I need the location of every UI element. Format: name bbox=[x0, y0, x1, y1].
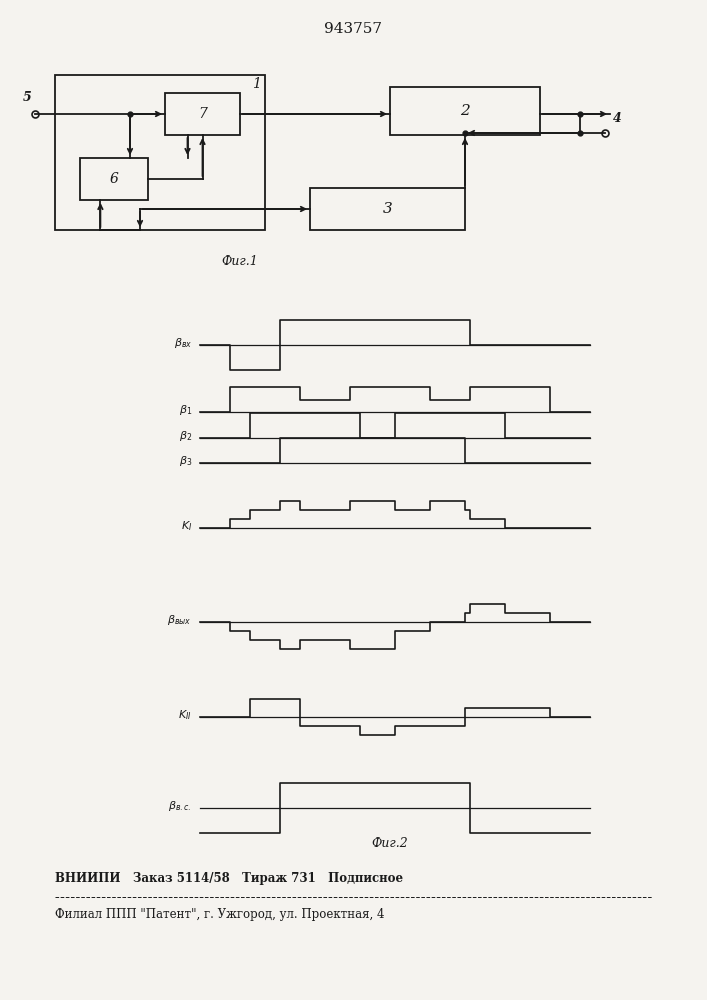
Text: 2: 2 bbox=[460, 104, 470, 118]
Text: $\beta_{в.с.}$: $\beta_{в.с.}$ bbox=[168, 799, 192, 813]
Text: $\beta_1$: $\beta_1$ bbox=[179, 403, 192, 417]
Bar bbox=[165, 93, 240, 135]
Text: 4: 4 bbox=[613, 112, 621, 125]
Text: $K_I$: $K_I$ bbox=[180, 519, 192, 533]
Text: $\beta_{вх}$: $\beta_{вх}$ bbox=[174, 336, 192, 350]
Text: 7: 7 bbox=[198, 107, 207, 121]
Text: ВНИИПИ   Заказ 5114/58   Тираж 731   Подписное: ВНИИПИ Заказ 5114/58 Тираж 731 Подписное bbox=[55, 872, 403, 885]
Text: 6: 6 bbox=[110, 172, 119, 186]
Bar bbox=[80, 158, 148, 200]
Text: $K_{II}$: $K_{II}$ bbox=[178, 708, 192, 722]
Text: $\beta_3$: $\beta_3$ bbox=[179, 454, 192, 468]
Text: 943757: 943757 bbox=[324, 22, 382, 36]
Text: 5: 5 bbox=[23, 91, 31, 104]
Text: Фиг.1: Фиг.1 bbox=[221, 255, 258, 268]
Text: 3: 3 bbox=[382, 202, 392, 216]
Text: 1: 1 bbox=[252, 77, 261, 91]
Text: $\beta_2$: $\beta_2$ bbox=[179, 429, 192, 443]
Text: Фиг.2: Фиг.2 bbox=[372, 837, 409, 850]
Bar bbox=[55, 75, 265, 230]
Bar bbox=[390, 87, 540, 135]
Text: Филиал ППП "Патент", г. Ужгород, ул. Проектная, 4: Филиал ППП "Патент", г. Ужгород, ул. Про… bbox=[55, 908, 385, 921]
Text: $\beta_{вых}$: $\beta_{вых}$ bbox=[168, 613, 192, 627]
Bar bbox=[310, 188, 465, 230]
